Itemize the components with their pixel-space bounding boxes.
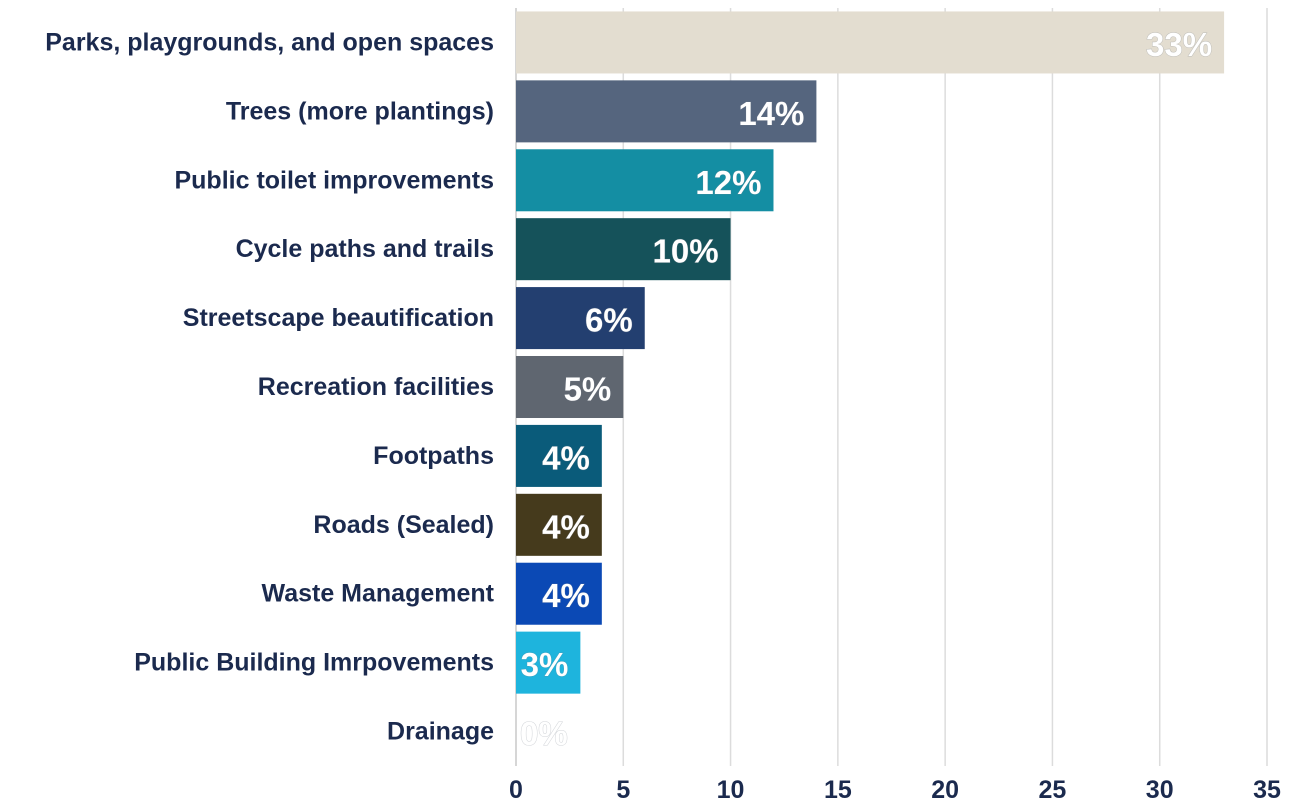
data-label: 14% bbox=[738, 95, 804, 132]
x-tick-label: 25 bbox=[1039, 776, 1067, 803]
category-label: Public Building Imrpovements bbox=[134, 649, 494, 677]
x-tick-label: 5 bbox=[616, 776, 630, 803]
x-tick-label: 20 bbox=[931, 776, 959, 803]
data-label: 10% bbox=[653, 233, 719, 270]
category-label: Roads (Sealed) bbox=[313, 511, 494, 539]
category-label: Waste Management bbox=[262, 580, 495, 608]
category-label: Drainage bbox=[387, 718, 494, 746]
data-label: 5% bbox=[564, 371, 612, 408]
category-label: Cycle paths and trails bbox=[236, 235, 494, 263]
bar bbox=[516, 149, 774, 212]
category-label: Parks, playgrounds, and open spaces bbox=[45, 28, 494, 56]
bar bbox=[516, 80, 817, 143]
data-label: 12% bbox=[695, 164, 761, 201]
data-label: 4% bbox=[542, 577, 590, 614]
x-tick-label: 35 bbox=[1253, 776, 1281, 803]
category-label: Trees (more plantings) bbox=[226, 97, 494, 125]
data-label: 4% bbox=[542, 508, 590, 545]
bar bbox=[516, 355, 624, 419]
bar bbox=[516, 562, 602, 625]
data-label: 4% bbox=[542, 439, 590, 476]
category-label: Footpaths bbox=[373, 442, 494, 470]
bar bbox=[516, 493, 602, 556]
data-label: 6% bbox=[585, 302, 633, 339]
data-label: 33% bbox=[1146, 26, 1212, 63]
x-tick-label: 15 bbox=[824, 776, 852, 803]
x-tick-label: 30 bbox=[1146, 776, 1174, 803]
data-label: 0% bbox=[520, 715, 568, 752]
bar bbox=[516, 218, 731, 281]
bar bbox=[516, 424, 602, 487]
bar bbox=[516, 287, 645, 350]
data-label: 3% bbox=[521, 646, 569, 683]
bar bbox=[516, 631, 581, 694]
category-label: Streetscape beautification bbox=[183, 304, 494, 332]
category-label: Recreation facilities bbox=[258, 373, 494, 401]
x-tick-label: 0 bbox=[509, 776, 523, 803]
x-tick-label: 10 bbox=[717, 776, 745, 803]
bar bbox=[516, 11, 1225, 74]
category-label: Public toilet improvements bbox=[174, 166, 494, 194]
